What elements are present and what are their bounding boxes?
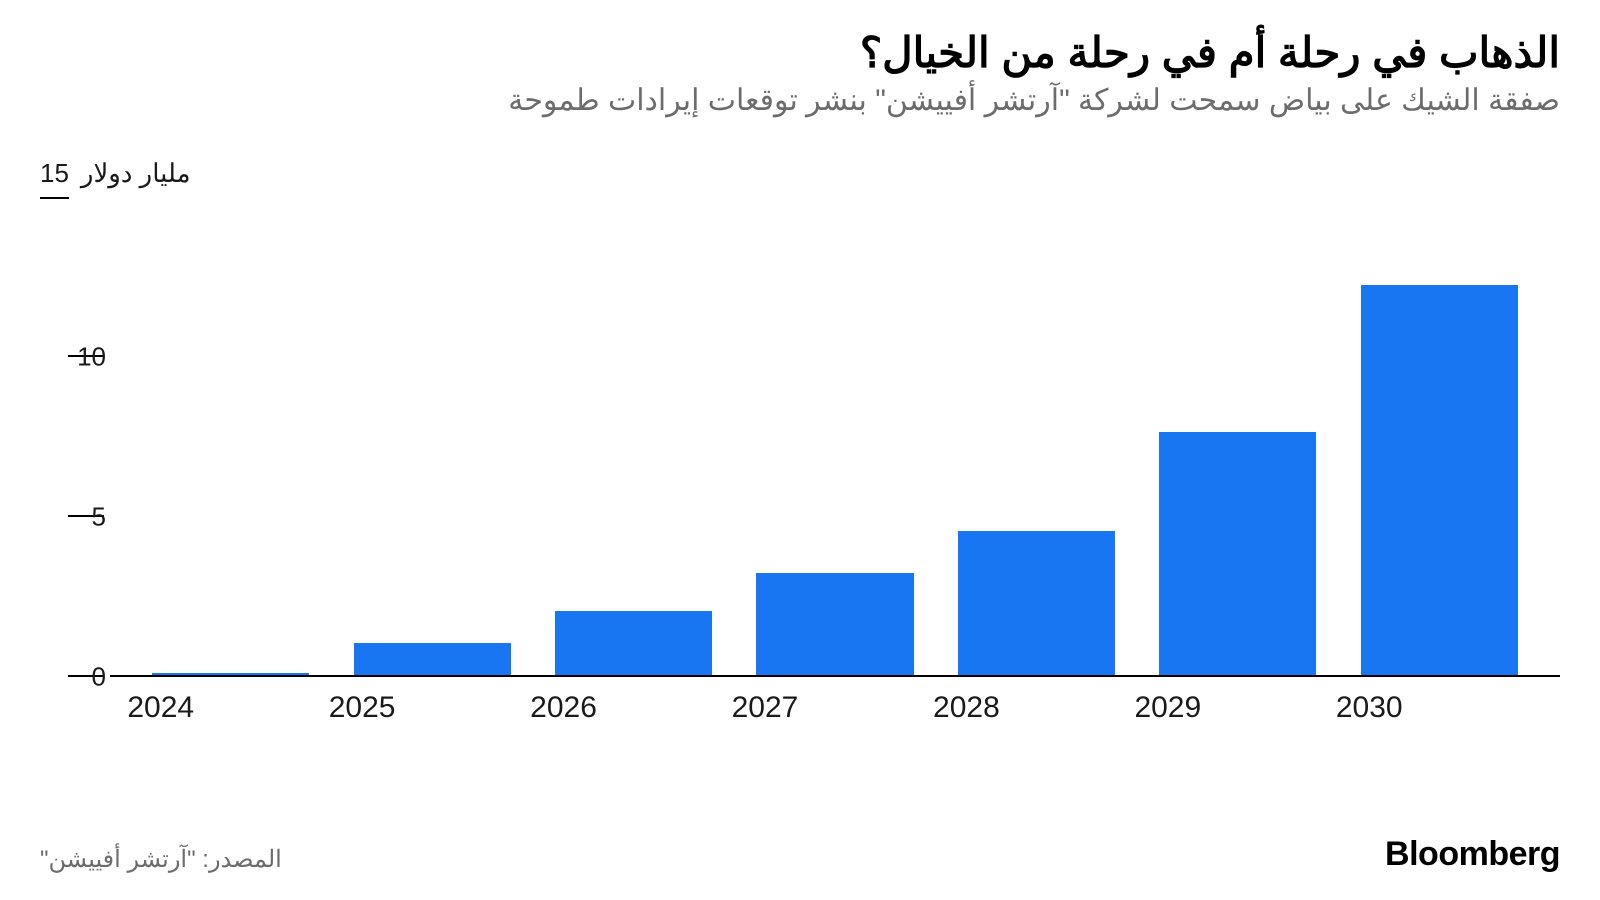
y-tick-label: 5 (92, 502, 106, 533)
plot-row: 0510 (40, 197, 1560, 677)
bar (555, 611, 712, 675)
bar (354, 643, 511, 675)
bar-slot (1339, 285, 1540, 675)
y-axis-top: مليار دولار 15 (40, 158, 1560, 189)
footer: Bloomberg المصدر: "آرتشر أفييشن" (40, 835, 1560, 874)
bar-slot (734, 573, 935, 675)
source-text: المصدر: "آرتشر أفييشن" (40, 845, 282, 874)
chart-area: مليار دولار 15 0 5 10 20242025202620272028… (40, 158, 1560, 725)
bar-slot (936, 531, 1137, 675)
chart-subtitle: صفقة الشيك على بياض سمحت لشركة "آرتشر أف… (40, 83, 1560, 118)
x-tick-label: 2026 (463, 691, 664, 725)
x-tick-label: 2027 (664, 691, 865, 725)
plot (110, 197, 1560, 677)
bars-group (110, 197, 1560, 675)
bar (958, 531, 1115, 675)
chart-title: الذهاب في رحلة أم في رحلة من الخيال؟ (40, 28, 1560, 77)
x-tick-label: 2030 (1269, 691, 1470, 725)
bar-slot (331, 643, 532, 675)
chart-container: الذهاب في رحلة أم في رحلة من الخيال؟ صفق… (0, 0, 1600, 900)
y-tick-label: 0 (92, 662, 106, 693)
bar-slot (1137, 432, 1338, 675)
y-tick-label: 10 (77, 342, 106, 373)
bar-slot (533, 611, 734, 675)
bar (756, 573, 913, 675)
bar (1361, 285, 1518, 675)
x-tick-label: 2029 (1067, 691, 1268, 725)
brand-logo: Bloomberg (1385, 835, 1560, 874)
x-tick-label: 2024 (60, 691, 261, 725)
x-tick-label: 2025 (261, 691, 462, 725)
bar-slot (130, 673, 331, 675)
x-tick-label: 2028 (866, 691, 1067, 725)
y-tick-label-top: 15 (40, 158, 69, 189)
y-unit-label: مليار دولار (81, 158, 191, 189)
y-axis: 0510 (40, 197, 110, 677)
bar (152, 673, 309, 675)
bar (1159, 432, 1316, 675)
x-axis: 2024202520262027202820292030 (40, 677, 1560, 725)
